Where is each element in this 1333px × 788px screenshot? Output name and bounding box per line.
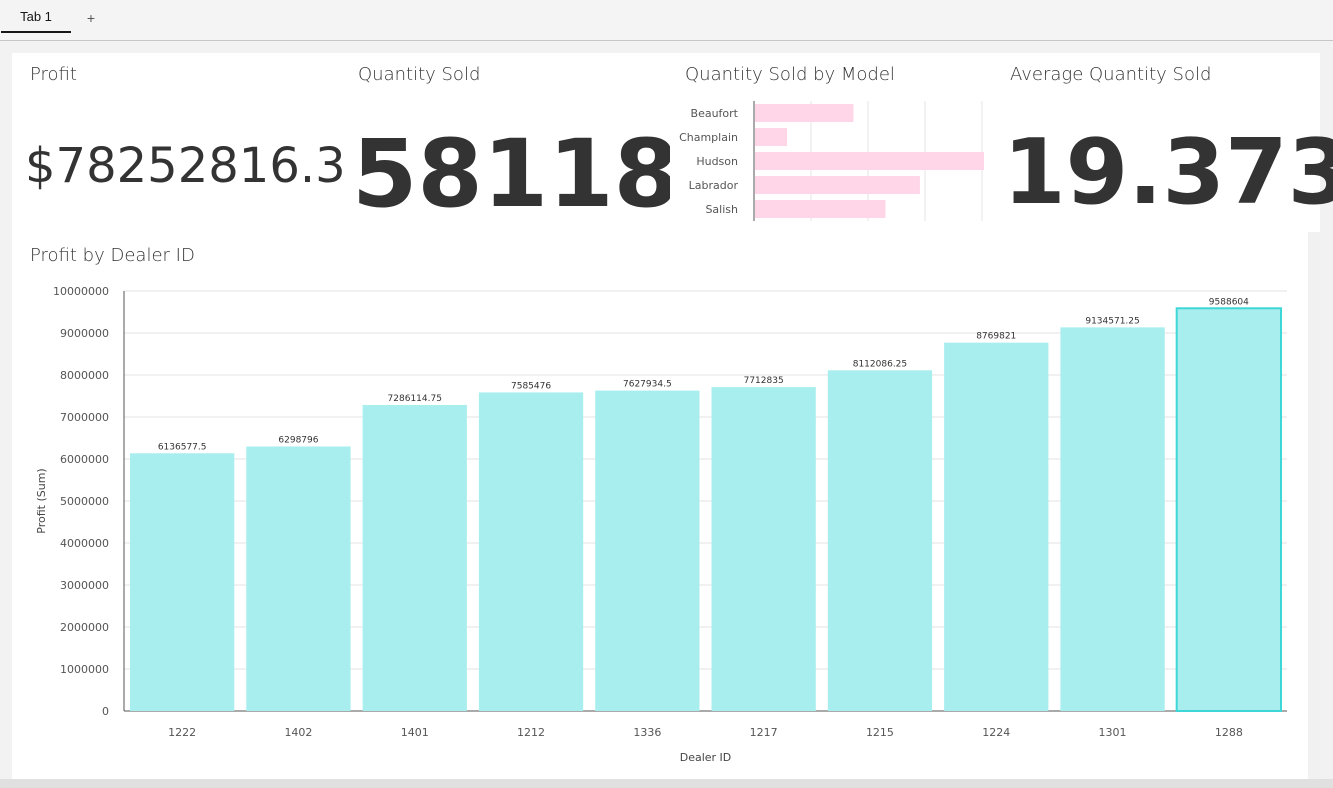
y-tick-label: 10000000 — [53, 285, 109, 298]
dealer-bar — [595, 390, 700, 711]
dealer-bar — [711, 387, 816, 711]
dealer-bar — [362, 404, 467, 711]
quantity-by-model-widget[interactable]: Quantity Sold by Model Beaufort Champlain… — [670, 53, 995, 233]
x-tick-label: 1402 — [284, 726, 312, 739]
x-axis-title: Dealer ID — [680, 751, 732, 764]
dealer-bar — [246, 446, 351, 711]
x-tick-label: 1217 — [750, 726, 778, 739]
add-tab-icon[interactable]: + — [86, 10, 96, 26]
bar-value-label: 7286114.75 — [388, 394, 442, 404]
dealer-bar — [1175, 307, 1282, 713]
x-tick-label: 1336 — [633, 726, 661, 739]
bar-value-label: 7712835 — [744, 376, 784, 386]
model-label: Hudson — [696, 155, 738, 168]
widget-title: Quantity Sold — [358, 64, 481, 85]
model-label: Salish — [705, 203, 738, 216]
quantity-sold-widget[interactable]: Quantity Sold 58118 — [342, 53, 679, 233]
vertical-scrollbar[interactable] — [1308, 232, 1320, 780]
y-tick-label: 1000000 — [60, 663, 109, 676]
average-quantity-value: 19.373 — [1003, 120, 1333, 225]
widget-title: Quantity Sold by Model — [685, 64, 895, 85]
model-bar — [755, 152, 984, 170]
profit-by-dealer-widget[interactable]: Profit by Dealer ID 0 1000000 2000000 30000… — [12, 233, 1308, 779]
model-label: Labrador — [689, 179, 739, 192]
y-tick-label: 4000000 — [60, 537, 109, 550]
dealer-bar — [1060, 327, 1165, 711]
widget-title: Profit by Dealer ID — [30, 245, 195, 266]
y-axis-title: Profit (Sum) — [35, 468, 48, 533]
x-tick-label: 1222 — [168, 726, 196, 739]
horizontal-scrollbar[interactable] — [0, 779, 1333, 788]
dealer-bar — [130, 453, 235, 711]
model-bar — [755, 128, 788, 146]
y-tick-label: 5000000 — [60, 495, 109, 508]
average-quantity-widget[interactable]: Average Quantity Sold 19.373 — [995, 53, 1333, 233]
x-tick-label: 1224 — [982, 726, 1010, 739]
y-tick-label: 0 — [102, 705, 109, 718]
model-bar-chart: Beaufort Champlain Hudson Labrador Salish — [679, 101, 984, 221]
model-label: Beaufort — [691, 107, 739, 120]
widget-title: Profit — [30, 64, 77, 85]
profit-value: $78252816.3 — [25, 138, 346, 194]
y-tick-label: 7000000 — [60, 411, 109, 424]
bar-value-label: 7627934.5 — [623, 380, 672, 390]
dealer-bar-chart: 0 1000000 2000000 3000000 4000000 5000000 6000… — [35, 285, 1287, 764]
bar-value-label: 9134571.25 — [1085, 316, 1139, 326]
y-tick-label: 3000000 — [60, 579, 109, 592]
x-tick-label: 1288 — [1215, 726, 1243, 739]
tab-bar: Tab 1 + — [0, 0, 1333, 41]
y-tick-label: 2000000 — [60, 621, 109, 634]
model-bar — [755, 176, 920, 194]
bar-value-label: 8769821 — [976, 332, 1016, 342]
y-tick-label: 6000000 — [60, 453, 109, 466]
bar-value-label: 6298796 — [278, 435, 318, 445]
y-tick-label: 9000000 — [60, 327, 109, 340]
model-bar — [755, 200, 886, 218]
y-tick-label: 8000000 — [60, 369, 109, 382]
x-tick-label: 1215 — [866, 726, 894, 739]
bar-value-label: 7585476 — [511, 381, 551, 391]
model-bar — [755, 104, 854, 122]
dealer-bar — [944, 342, 1049, 711]
bar-value-label: 9588604 — [1209, 297, 1249, 307]
model-label: Champlain — [679, 131, 738, 144]
profit-widget[interactable]: Profit $78252816.3 — [12, 53, 346, 233]
bar-value-label: 8112086.25 — [853, 359, 907, 369]
x-tick-label: 1301 — [1099, 726, 1127, 739]
dealer-bar — [478, 392, 584, 711]
quantity-sold-value: 58118 — [352, 120, 680, 229]
bar-value-label: 6136577.5 — [158, 442, 207, 452]
tab-1[interactable]: Tab 1 — [1, 0, 71, 33]
dealer-bar — [827, 370, 933, 711]
x-tick-label: 1212 — [517, 726, 545, 739]
widget-title: Average Quantity Sold — [1010, 64, 1212, 85]
x-tick-label: 1401 — [401, 726, 429, 739]
